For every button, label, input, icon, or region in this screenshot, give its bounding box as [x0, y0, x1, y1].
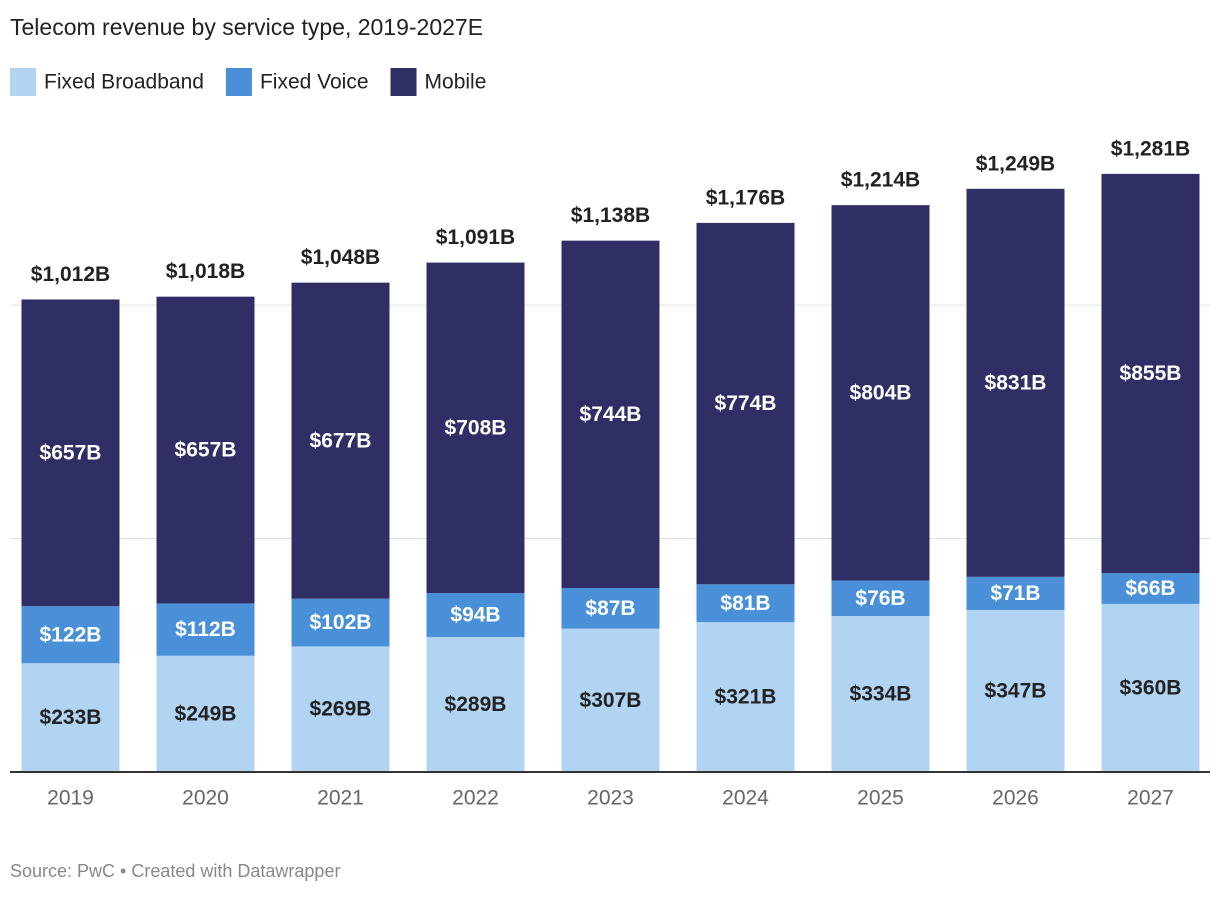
total-label: $1,018B [166, 260, 245, 283]
bar-segment [21, 299, 120, 607]
x-tick-label: 2026 [992, 787, 1039, 810]
value-label: $774B [715, 392, 777, 415]
bar-segment [291, 646, 390, 772]
chart-title: Telecom revenue by service type, 2019-20… [10, 14, 483, 40]
value-label: $81B [720, 592, 770, 615]
bar-segment [966, 188, 1065, 577]
total-label: $1,249B [976, 152, 1055, 175]
value-label: $855B [1120, 362, 1182, 385]
value-label: $94B [450, 604, 500, 627]
bar-segment [291, 282, 390, 599]
x-tick-label: 2019 [47, 787, 94, 810]
total-label: $1,091B [436, 226, 515, 249]
value-label: $347B [985, 680, 1047, 703]
value-label: $76B [855, 587, 905, 610]
value-label: $102B [310, 611, 372, 634]
legend-label: Fixed Voice [260, 71, 369, 94]
value-label: $71B [990, 582, 1040, 605]
bar-segment [831, 205, 930, 581]
x-tick-label: 2021 [317, 787, 364, 810]
bar-segment [831, 580, 930, 617]
bar-segment [831, 616, 930, 772]
value-label: $307B [580, 689, 642, 712]
value-label: $334B [850, 683, 912, 706]
x-tick-label: 2020 [182, 787, 229, 810]
total-label: $1,138B [571, 204, 650, 227]
total-label: $1,214B [841, 169, 920, 192]
value-label: $657B [175, 439, 237, 462]
legend-swatch [10, 68, 36, 96]
bar-segment [291, 598, 390, 647]
total-label: $1,012B [31, 263, 110, 286]
bar-segment [426, 593, 525, 638]
bar-segment [156, 655, 255, 772]
bar-segment [966, 609, 1065, 772]
value-label: $233B [40, 706, 102, 729]
value-label: $804B [850, 381, 912, 404]
legend-swatch [225, 68, 252, 96]
value-label: $289B [445, 693, 507, 716]
total-label: $1,048B [301, 246, 380, 269]
bar-segment [561, 240, 660, 589]
bar-segment [1101, 173, 1200, 574]
value-label: $269B [310, 698, 372, 721]
value-label: $677B [310, 429, 372, 452]
value-label: $360B [1120, 677, 1182, 700]
x-tick-label: 2024 [722, 787, 769, 810]
x-tick-label: 2022 [452, 787, 499, 810]
total-label: $1,176B [706, 186, 785, 209]
bar-segment [561, 628, 660, 772]
value-label: $87B [585, 597, 635, 620]
bar-segment [21, 606, 120, 664]
total-label: $1,281B [1111, 137, 1190, 160]
bar-segment [156, 296, 255, 604]
legend-label: Mobile [425, 71, 487, 94]
value-label: $831B [985, 371, 1047, 394]
bar-segment [696, 584, 795, 623]
bar-segment [426, 262, 525, 594]
bar-segment [561, 588, 660, 629]
value-label: $122B [40, 623, 102, 646]
x-tick-label: 2023 [587, 787, 634, 810]
value-label: $744B [580, 403, 642, 426]
legend-swatch [390, 68, 417, 96]
value-label: $321B [715, 686, 777, 709]
bar-segment [696, 222, 795, 585]
source-note: Source: PwC • Created with Datawrapper [10, 861, 340, 881]
x-tick-label: 2025 [857, 787, 904, 810]
value-label: $708B [445, 416, 507, 439]
bar-segment [1101, 573, 1200, 604]
bar-segment [966, 576, 1065, 610]
bar-segment [156, 603, 255, 656]
value-label: $657B [40, 441, 102, 464]
value-label: $249B [175, 702, 237, 725]
legend-label: Fixed Broadband [44, 71, 204, 94]
value-label: $66B [1125, 577, 1175, 600]
bar-segment [426, 637, 525, 772]
bar-segment [1101, 603, 1200, 772]
x-tick-label: 2027 [1127, 787, 1174, 810]
bar-segment [696, 622, 795, 772]
bar-segment [21, 663, 120, 772]
value-label: $112B [175, 618, 236, 641]
